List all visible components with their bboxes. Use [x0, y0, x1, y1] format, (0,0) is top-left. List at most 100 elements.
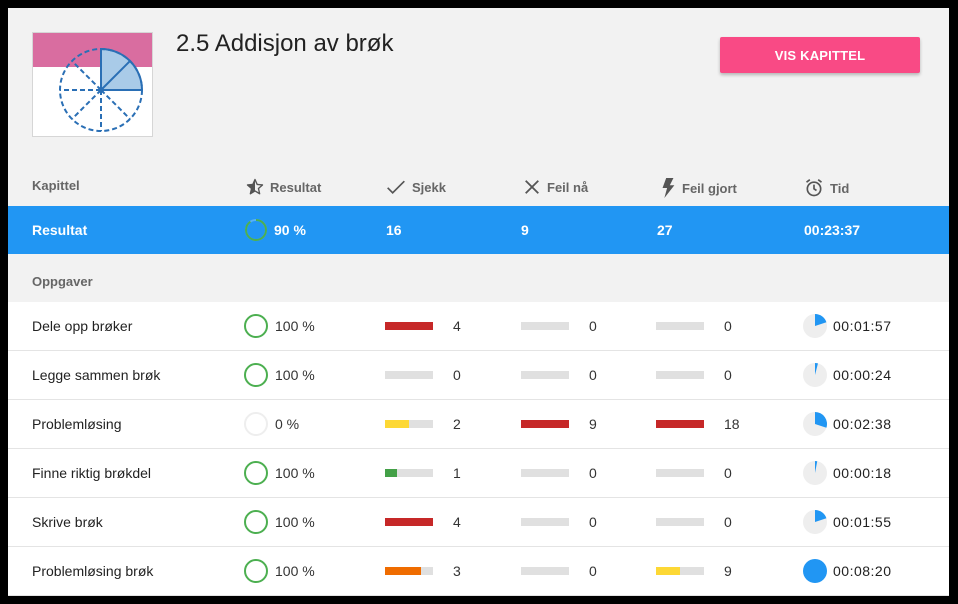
- chapter-panel: 2.5 Addisjon av brøk VIS KAPITTEL Kapitt…: [8, 8, 949, 596]
- task-name: Legge sammen brøk: [32, 367, 161, 383]
- task-progress-ring: [244, 412, 268, 436]
- task-feil-na-value: 0: [589, 367, 597, 383]
- task-result: 100 %: [243, 547, 315, 595]
- task-feil-na: 0: [521, 449, 619, 497]
- task-sjekk-bar: [385, 518, 433, 526]
- time-pie-icon: [803, 314, 827, 338]
- task-result: 100 %: [243, 302, 315, 350]
- task-tid-value: 00:02:38: [833, 416, 892, 432]
- summary-label: Resultat: [32, 222, 88, 238]
- task-sjekk: 4: [385, 302, 483, 350]
- tasks-section-header: Oppgaver: [32, 274, 93, 289]
- time-pie-icon: [803, 559, 827, 583]
- task-result-value: 100 %: [275, 465, 315, 481]
- task-feil-na: 0: [521, 302, 619, 350]
- summary-result: 90 %: [244, 206, 306, 254]
- task-tid: 00:00:24: [803, 351, 892, 399]
- task-feil-gjort: 18: [656, 400, 754, 448]
- task-name: Skrive brøk: [32, 514, 103, 530]
- task-feil-na-value: 0: [589, 318, 597, 334]
- task-progress-ring: [244, 510, 268, 534]
- task-sjekk-bar: [385, 567, 433, 575]
- task-result: 100 %: [243, 498, 315, 546]
- task-row[interactable]: Problemløsing brøk 100 % 3 0 9 00:08:20: [8, 547, 949, 596]
- close-icon: [525, 180, 539, 194]
- time-pie-icon: [803, 412, 827, 436]
- chapter-thumbnail: [32, 32, 153, 137]
- task-feil-na-bar: [521, 469, 569, 477]
- task-progress-ring: [244, 559, 268, 583]
- task-feil-gjort-value: 9: [724, 563, 732, 579]
- task-result-value: 100 %: [275, 318, 315, 334]
- column-feil-na: Feil nå: [523, 178, 588, 196]
- alarm-clock-icon: [806, 179, 822, 197]
- task-tid-value: 00:08:20: [833, 563, 892, 579]
- summary-sjekk: 16: [386, 222, 402, 238]
- task-feil-na-value: 0: [589, 465, 597, 481]
- task-tid-value: 00:00:24: [833, 367, 892, 383]
- task-tid-value: 00:00:18: [833, 465, 892, 481]
- task-progress-ring: [244, 314, 268, 338]
- page-title: 2.5 Addisjon av brøk: [176, 30, 394, 57]
- task-name: Finne riktig brøkdel: [32, 465, 152, 481]
- task-feil-gjort: 0: [656, 449, 754, 497]
- task-feil-gjort-bar: [656, 420, 704, 428]
- time-pie-icon: [803, 363, 827, 387]
- task-sjekk: 3: [385, 547, 483, 595]
- task-name: Problemløsing brøk: [32, 563, 154, 579]
- task-sjekk: 4: [385, 498, 483, 546]
- time-pie-icon: [803, 510, 827, 534]
- task-row[interactable]: Dele opp brøker 100 % 4 0 0 00:01:57: [8, 302, 949, 351]
- task-feil-gjort-bar: [656, 518, 704, 526]
- task-progress-ring: [244, 363, 268, 387]
- summary-row[interactable]: Resultat 90 % 16 9 27 00:23:37: [8, 206, 949, 254]
- task-feil-gjort-value: 0: [724, 465, 732, 481]
- summary-tid: 00:23:37: [804, 222, 861, 238]
- task-sjekk: 1: [385, 449, 483, 497]
- time-pie-icon: [803, 461, 827, 485]
- task-feil-gjort: 0: [656, 351, 754, 399]
- task-row[interactable]: Finne riktig brøkdel 100 % 1 0 0 00:00:1…: [8, 449, 949, 498]
- task-sjekk-bar: [385, 322, 433, 330]
- task-result-value: 100 %: [275, 514, 315, 530]
- task-progress-ring: [244, 461, 268, 485]
- task-tid: 00:01:57: [803, 302, 892, 350]
- summary-feil-na: 9: [521, 222, 529, 238]
- task-sjekk-bar: [385, 469, 433, 477]
- column-tid: Tid: [804, 178, 849, 198]
- task-tid: 00:00:18: [803, 449, 892, 497]
- task-result: 100 %: [243, 449, 315, 497]
- task-sjekk-bar: [385, 420, 433, 428]
- task-feil-gjort-value: 18: [724, 416, 740, 432]
- task-row[interactable]: Legge sammen brøk 100 % 0 0 0 00:00:24: [8, 351, 949, 400]
- task-result-value: 0 %: [275, 416, 300, 432]
- task-feil-na: 9: [521, 400, 619, 448]
- column-sjekk: Sjekk: [386, 178, 446, 196]
- task-row[interactable]: Skrive brøk 100 % 4 0 0 00:01:55: [8, 498, 949, 547]
- task-feil-na-bar: [521, 322, 569, 330]
- check-icon: [387, 180, 405, 195]
- task-row[interactable]: Problemløsing 0 % 2 9 18 00:02:38: [8, 400, 949, 449]
- task-feil-na-bar: [521, 567, 569, 575]
- column-resultat: Resultat: [246, 178, 321, 196]
- task-result-value: 100 %: [275, 367, 315, 383]
- task-feil-gjort-bar: [656, 567, 704, 575]
- task-sjekk: 0: [385, 351, 483, 399]
- task-feil-gjort-value: 0: [724, 367, 732, 383]
- task-feil-na-value: 0: [589, 563, 597, 579]
- task-feil-na-bar: [521, 518, 569, 526]
- task-sjekk-value: 4: [453, 318, 461, 334]
- task-feil-gjort-value: 0: [724, 514, 732, 530]
- task-feil-gjort-bar: [656, 322, 704, 330]
- task-result: 100 %: [243, 351, 315, 399]
- fraction-circle-icon: [33, 33, 152, 136]
- task-tid: 00:01:55: [803, 498, 892, 546]
- task-sjekk-bar: [385, 371, 433, 379]
- task-sjekk-value: 3: [453, 563, 461, 579]
- task-sjekk-value: 2: [453, 416, 461, 432]
- task-sjekk-value: 4: [453, 514, 461, 530]
- summary-progress-ring: [245, 219, 267, 241]
- task-feil-gjort: 0: [656, 498, 754, 546]
- vis-kapittel-button[interactable]: VIS KAPITTEL: [720, 37, 920, 73]
- task-sjekk: 2: [385, 400, 483, 448]
